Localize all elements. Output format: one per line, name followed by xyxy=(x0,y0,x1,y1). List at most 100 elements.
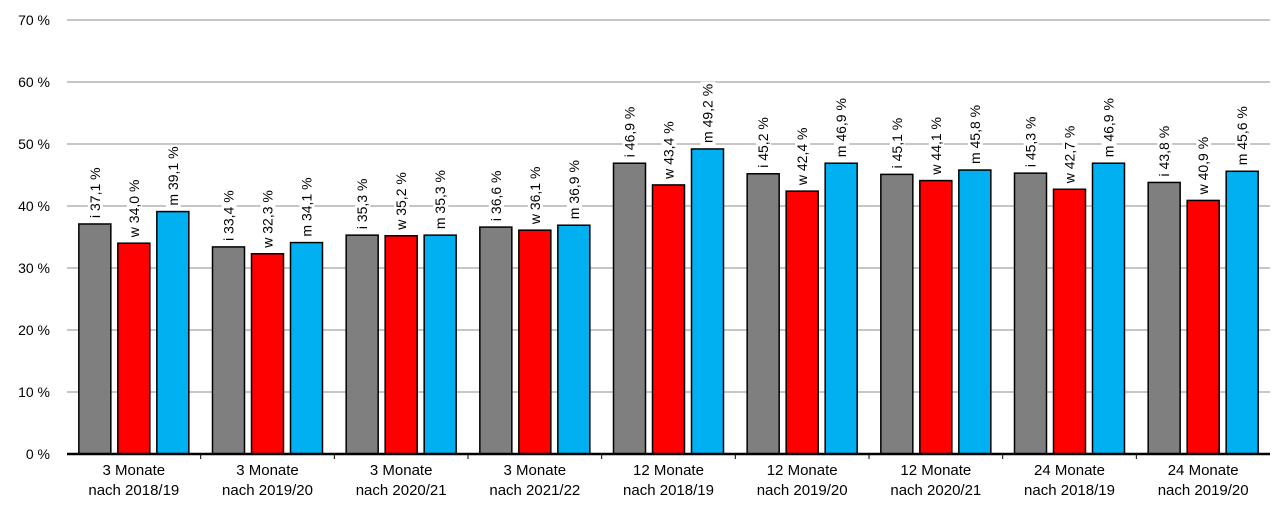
data-label: w 43,4 % xyxy=(661,121,677,180)
bar xyxy=(1013,172,1048,455)
bar xyxy=(345,234,379,455)
data-label-background xyxy=(566,158,582,222)
data-label-background xyxy=(87,165,103,220)
bar xyxy=(557,224,591,455)
y-tick-label: 20 % xyxy=(18,322,50,338)
data-label-background xyxy=(488,168,504,224)
data-label: i 46,9 % xyxy=(622,107,638,158)
x-category-label: 24 Monate xyxy=(1168,462,1239,479)
data-label: m 45,6 % xyxy=(1234,106,1250,165)
data-label-group: m 39,1 % xyxy=(165,144,181,208)
data-label-group: i 35,3 % xyxy=(354,176,371,232)
data-label-background xyxy=(889,115,905,171)
x-category-label: 3 Monate xyxy=(236,462,299,479)
bar xyxy=(250,252,285,455)
bar xyxy=(785,190,819,455)
x-category-label: nach 2019/20 xyxy=(222,482,313,499)
data-label-group: m 46,9 % xyxy=(1101,96,1117,160)
bar xyxy=(479,226,513,455)
data-label-group: m 45,6 % xyxy=(1234,104,1251,168)
bar xyxy=(1091,162,1126,455)
bar xyxy=(651,184,686,455)
data-label-group: m 34,1 % xyxy=(299,175,315,239)
data-label-group: w 36,1 % xyxy=(527,164,543,227)
data-label-background xyxy=(1101,96,1117,160)
data-label-background xyxy=(1235,104,1251,168)
bar xyxy=(156,210,190,455)
x-category-label: 24 Monate xyxy=(1034,462,1105,479)
data-label-group: m 36,9 % xyxy=(566,158,582,222)
y-tick-label: 60 % xyxy=(18,74,50,90)
data-label-group: w 44,1 % xyxy=(928,114,944,177)
data-label: w 40,9 % xyxy=(1195,137,1211,196)
bar xyxy=(1147,181,1181,455)
data-label-background xyxy=(221,188,237,243)
x-category-label: 12 Monate xyxy=(633,462,704,479)
data-label-background xyxy=(126,177,142,240)
data-label-background xyxy=(165,144,181,208)
x-axis: 3 Monate nach 2018/19 3 Monate nach 2019/20… xyxy=(67,452,1270,499)
x-category-label: 12 Monate xyxy=(900,462,971,479)
data-label-group: w 42,4 % xyxy=(794,125,811,188)
bar xyxy=(958,169,992,455)
data-label-background xyxy=(299,175,315,239)
y-axis-tick-labels: 0 % 10 % 20 % 30 % 40 % 50 % 60 % 70 % xyxy=(18,12,50,462)
data-label: w 42,7 % xyxy=(1062,126,1078,185)
data-label: w 35,2 % xyxy=(393,172,409,231)
y-tick-label: 0 % xyxy=(26,446,50,462)
bar xyxy=(1225,170,1259,455)
data-label: w 42,4 % xyxy=(794,128,810,187)
y-tick-label: 10 % xyxy=(18,384,50,400)
bar xyxy=(746,173,780,455)
data-label: w 34,0 % xyxy=(126,180,142,239)
data-label-group: i 45,3 % xyxy=(1023,114,1039,170)
data-label-background xyxy=(1196,134,1212,197)
data-label-background xyxy=(622,104,638,160)
x-category-label: 12 Monate xyxy=(767,462,838,479)
data-label: i 43,8 % xyxy=(1156,126,1172,177)
x-category-label: 3 Monate xyxy=(370,462,433,479)
data-label: w 32,3 % xyxy=(260,190,276,249)
data-label-background xyxy=(795,125,811,188)
bar xyxy=(78,223,112,455)
data-label-group: w 35,2 % xyxy=(393,170,410,232)
data-label-group: i 37,1 % xyxy=(87,165,103,220)
bar xyxy=(824,162,858,455)
data-label: m 49,2 % xyxy=(700,84,716,143)
bar xyxy=(211,246,246,455)
y-tick-label: 30 % xyxy=(18,260,50,276)
bar xyxy=(1186,199,1220,455)
x-category-label: nach 2021/22 xyxy=(489,482,580,499)
bar xyxy=(423,234,457,455)
data-label-background xyxy=(260,188,276,250)
bar xyxy=(612,162,647,455)
data-label-background xyxy=(661,119,677,181)
data-label-group: i 46,9 % xyxy=(622,104,638,160)
bar xyxy=(1052,188,1087,455)
data-label-background xyxy=(967,102,983,167)
data-label-background xyxy=(1062,123,1078,186)
data-label-group: i 33,4 % xyxy=(221,188,237,243)
data-label: w 36,1 % xyxy=(527,167,543,226)
data-label-background xyxy=(355,176,371,232)
x-category-label: nach 2020/21 xyxy=(890,482,981,499)
x-category-label: nach 2019/20 xyxy=(757,482,848,499)
bar xyxy=(690,148,725,455)
data-label-background xyxy=(756,115,772,170)
data-label-background xyxy=(1157,123,1173,179)
data-label: i 36,6 % xyxy=(488,170,504,221)
data-label-background xyxy=(700,81,716,145)
data-label-group: m 46,9 % xyxy=(833,96,850,160)
bar xyxy=(117,242,151,455)
data-label-group: i 45,2 % xyxy=(755,115,772,170)
data-label-group: w 40,9 % xyxy=(1195,134,1212,197)
data-label-background xyxy=(1023,114,1039,170)
data-label-background xyxy=(394,170,410,232)
data-label-group: m 49,2 % xyxy=(700,81,716,145)
bars xyxy=(78,148,1259,455)
data-label-background xyxy=(928,114,944,177)
data-label-group: m 45,8 % xyxy=(967,102,983,167)
data-label-group: w 43,4 % xyxy=(661,119,677,181)
data-label-group: w 42,7 % xyxy=(1062,123,1078,186)
